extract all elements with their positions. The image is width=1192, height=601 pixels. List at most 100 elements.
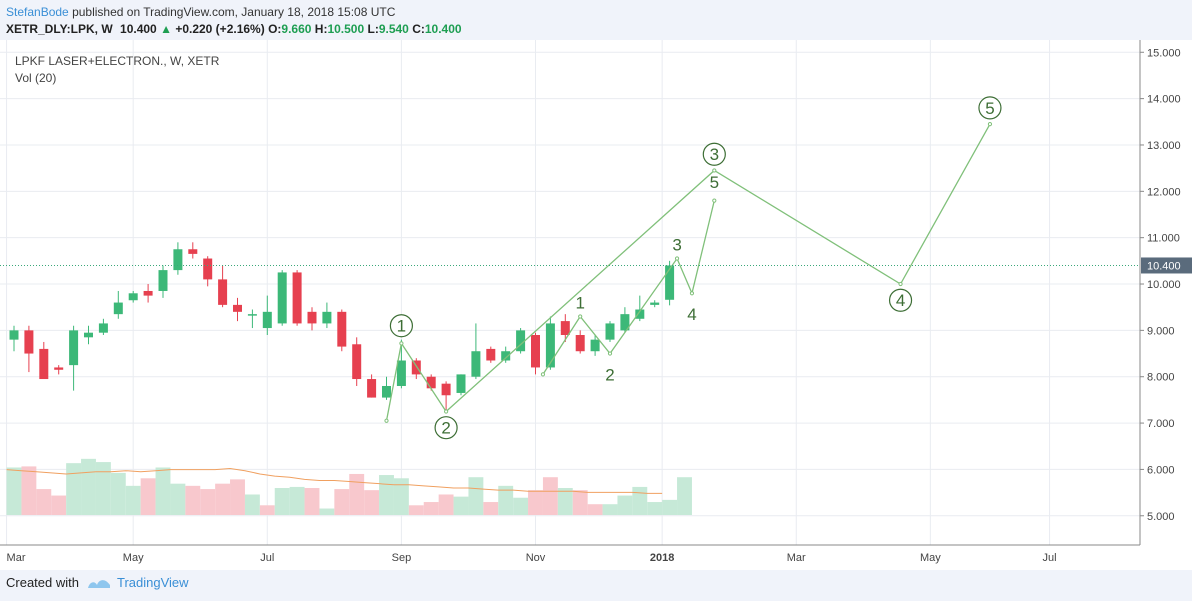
volume-bar: [572, 490, 588, 515]
volume-bar: [408, 505, 424, 515]
candle-body: [590, 339, 600, 352]
wave-minor-line-point: [712, 198, 717, 203]
wave-minor-line: [542, 200, 715, 375]
wave-minor-line-point: [689, 291, 695, 296]
wave-label-major: 2: [441, 419, 450, 438]
wave-label-minor: 5: [710, 173, 719, 192]
volume-bar: [498, 485, 514, 515]
y-tick-label: 13.000: [1147, 140, 1181, 152]
high-label: H:: [314, 22, 328, 36]
candle-body: [277, 272, 287, 324]
wave-label-major-circle: [389, 314, 413, 338]
candle-body: [426, 376, 436, 389]
volume-bar: [453, 496, 469, 515]
footer: Created with TradingView: [6, 575, 189, 590]
symbol-label: XETR_DLY:LPK, W: [6, 22, 113, 36]
volume-bar: [468, 477, 484, 515]
axes-layer: 5.000 6.000 7.000 8.000 9.000 10.000 11.000 12.…: [0, 40, 1192, 564]
candle-body: [471, 351, 481, 377]
volume-label: Vol (20): [15, 71, 56, 85]
candle-body: [143, 290, 153, 296]
wave-minor-line-point: [674, 256, 680, 261]
x-tick-label: Sep: [392, 552, 412, 564]
volume-bar: [304, 488, 320, 515]
volume-layer: [6, 458, 692, 515]
wave-labels-layer: 1 2 3 4 5 1 2 3 4 5: [389, 96, 1002, 440]
volume-bar: [334, 489, 350, 515]
wave-minor-line-point: [540, 372, 546, 377]
candle-body: [203, 258, 213, 280]
volume-bar: [557, 488, 573, 515]
volume-bar: [36, 489, 52, 515]
volume-bar: [528, 490, 543, 515]
candle-body: [665, 265, 675, 300]
open-label: O:: [268, 22, 282, 36]
volume-bar: [617, 495, 633, 515]
x-tick-label: Mar: [7, 552, 26, 564]
x-tick-label: Mar: [787, 552, 806, 564]
volume-bar: [289, 486, 305, 515]
wave-major-line-point: [898, 281, 903, 287]
wave-label-major-circle: [434, 416, 458, 440]
volume-bar: [423, 502, 439, 515]
candle-body: [516, 330, 526, 352]
x-tick-label: Jul: [1043, 552, 1057, 564]
wave-label-minor: 4: [687, 305, 696, 324]
candle-body: [575, 335, 585, 352]
publish-info: StefanBode published on TradingView.com,…: [6, 5, 395, 19]
y-tick-label: 15.000: [1147, 47, 1181, 59]
x-tick-label: Jul: [260, 552, 274, 564]
last-price-badge: [1141, 257, 1192, 274]
candle-body: [24, 330, 34, 354]
wave-label-minor: 1: [575, 294, 584, 313]
candle-body: [456, 374, 466, 393]
x-tick-label: May: [123, 552, 144, 564]
candle-body: [247, 314, 257, 316]
candle-body: [486, 348, 496, 361]
candle-body: [531, 335, 540, 368]
author-link[interactable]: StefanBode: [6, 5, 69, 19]
volume-bar: [230, 479, 245, 515]
candle-body: [411, 360, 421, 375]
chart-area[interactable]: 1 2 3 4 5 1 2 3 4 5 5.000 6.000 7.000 8.000 9.000 10.0…: [0, 40, 1192, 570]
volume-bar: [155, 467, 171, 515]
candle-body: [560, 321, 570, 336]
volume-bar: [215, 483, 231, 515]
created-with-text: Created with: [6, 575, 79, 590]
close-value: 10.400: [424, 22, 462, 36]
candle-body: [322, 311, 332, 324]
tradingview-link[interactable]: TradingView: [116, 575, 189, 590]
volume-bar: [6, 467, 22, 515]
candle-body: [188, 249, 198, 254]
candle-body: [396, 360, 406, 386]
chart-svg[interactable]: 1 2 3 4 5 1 2 3 4 5 5.000 6.000 7.000 8.000 9.000 10.0…: [0, 40, 1192, 570]
wave-major-line-point: [384, 418, 389, 423]
up-arrow-icon: ▲: [160, 22, 172, 36]
candle-body: [605, 323, 615, 340]
candle-body: [545, 323, 555, 368]
volume-bar: [513, 497, 529, 515]
wave-label-major-circle: [702, 142, 726, 166]
volume-bar: [379, 475, 394, 515]
wave-minor-line-point: [578, 314, 583, 319]
volume-bar: [259, 505, 275, 515]
volume-bar: [200, 489, 216, 515]
candle-body: [128, 293, 138, 301]
wave-label-major: 4: [896, 291, 905, 310]
candle-body: [9, 330, 19, 340]
volume-bar: [483, 502, 499, 515]
x-tick-label: Nov: [526, 552, 546, 564]
wave-label-major: 3: [710, 145, 719, 164]
volume-bar: [602, 504, 618, 515]
candles-layer: [9, 242, 675, 412]
candle-body: [69, 330, 79, 366]
volume-bar: [274, 488, 290, 515]
volume-bar: [110, 472, 126, 515]
tradingview-logo-icon: [87, 579, 110, 588]
x-tick-label: May: [920, 552, 941, 564]
wave-major-line-point: [987, 122, 993, 127]
candle-body: [233, 304, 242, 312]
candle-body: [54, 367, 64, 370]
volume-bar: [677, 477, 692, 515]
candle-body: [307, 311, 317, 324]
